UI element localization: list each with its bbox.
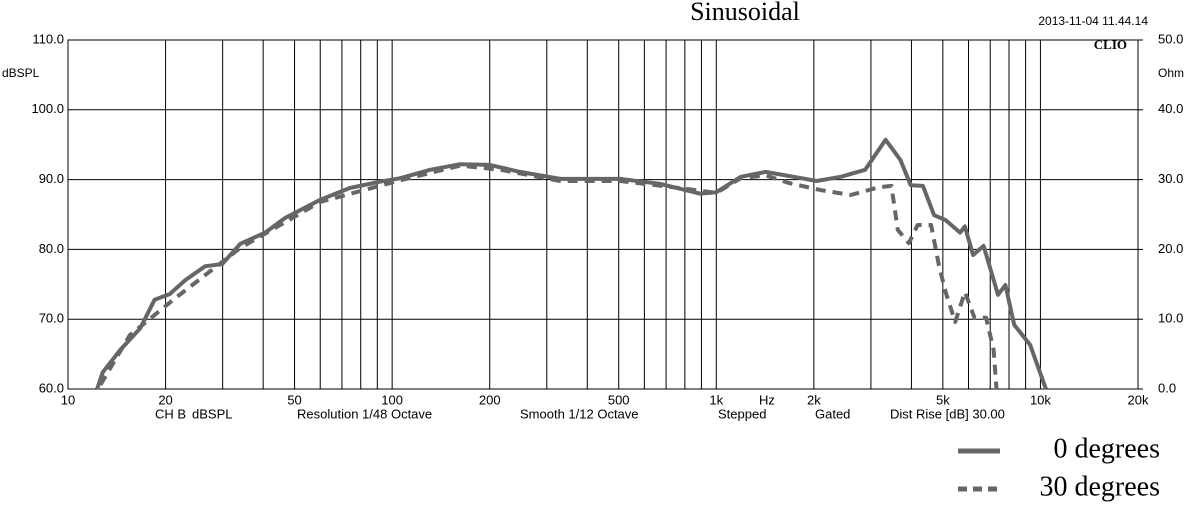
- y-tick-label: 60.0: [39, 380, 64, 395]
- x-tick-label: 5k: [936, 392, 950, 407]
- y-tick-label: 100.0: [31, 101, 64, 116]
- y-tick-label: 70.0: [39, 311, 64, 326]
- y-tick-label: 90.0: [39, 171, 64, 186]
- series-line: [95, 137, 1048, 390]
- y-axis-label: dBSPL: [2, 66, 40, 80]
- plot-frame: [67, 39, 1139, 390]
- y2-tick-label: 40.0: [1158, 101, 1183, 116]
- y2-tick-label: 50.0: [1158, 31, 1183, 46]
- y2-tick-label: 20.0: [1158, 241, 1183, 256]
- timestamp: 2013-11-04 11.44.14: [1038, 14, 1148, 28]
- x-tick-label: 2k: [807, 392, 821, 407]
- footer-item: Resolution 1/48 Octave: [297, 406, 432, 421]
- footer-item: Gated: [815, 406, 850, 421]
- footer-item: Smooth 1/12 Octave: [520, 406, 639, 421]
- x-tick-label: 10: [61, 392, 75, 407]
- footer-item: CH B: [155, 406, 186, 421]
- x-tick-label: 10k: [1030, 392, 1051, 407]
- y2-tick-label: 10.0: [1158, 311, 1183, 326]
- chart-title: Sinusoidal: [690, 0, 800, 26]
- x-tick-label: 1k: [709, 392, 723, 407]
- x-tick-label: 20k: [1128, 392, 1149, 407]
- y2-tick-label: 30.0: [1158, 171, 1183, 186]
- x-tick-label: 20: [158, 392, 172, 407]
- legend-label: 0 degrees: [1053, 433, 1160, 464]
- series-line: [98, 163, 999, 390]
- y2-tick-label: 0.0: [1158, 380, 1176, 395]
- footer-item: dBSPL: [192, 406, 232, 421]
- x-tick-label: 200: [479, 392, 501, 407]
- x-tick-label: 50: [287, 392, 301, 407]
- footer-item: Stepped: [718, 406, 766, 421]
- x-tick-label: 500: [608, 392, 630, 407]
- legend-label: 30 degrees: [1039, 471, 1160, 502]
- x-tick-label: 100: [381, 392, 403, 407]
- footer-item: Dist Rise [dB] 30.00: [890, 406, 1005, 421]
- x-axis-label: Hz: [759, 392, 775, 407]
- y-tick-label: 110.0: [32, 31, 64, 46]
- y2-axis-label: Ohm: [1158, 66, 1184, 80]
- y-tick-label: 80.0: [39, 241, 64, 256]
- brand: CLIO: [1094, 37, 1127, 52]
